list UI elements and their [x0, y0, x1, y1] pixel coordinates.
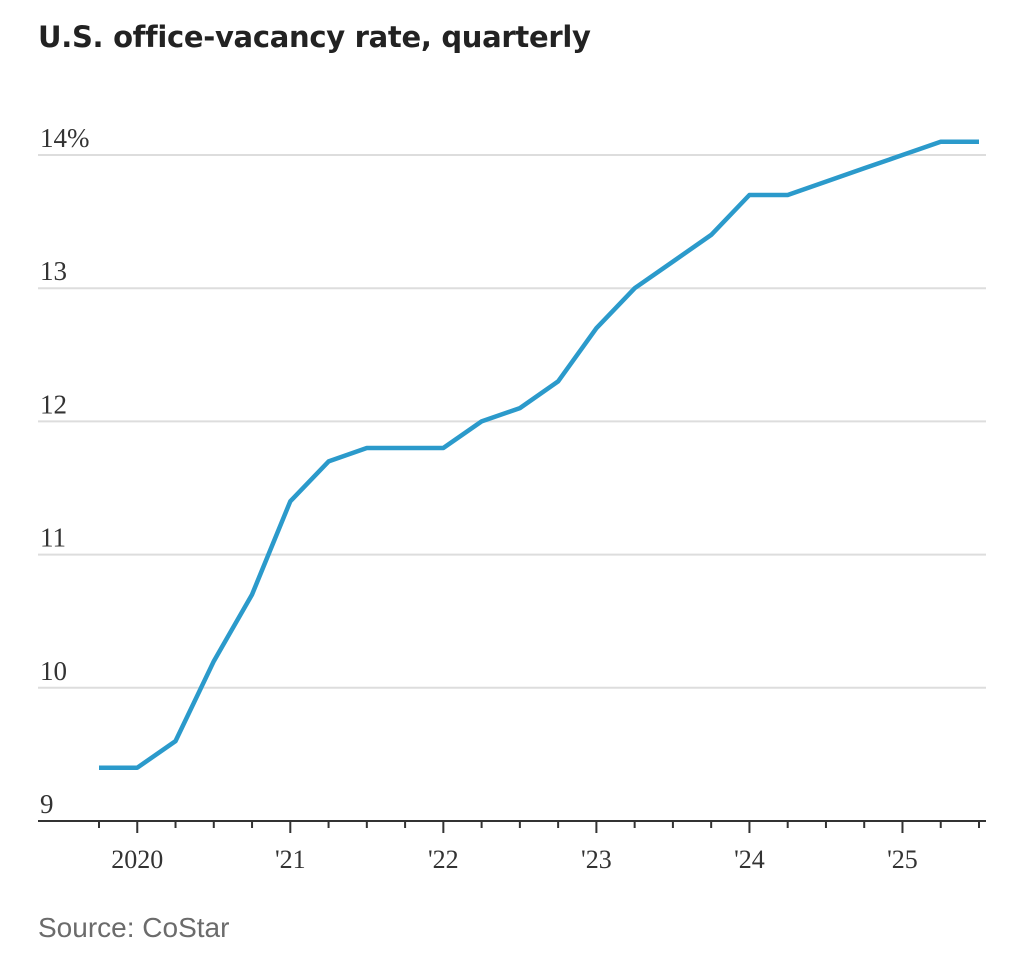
y-tick-label: 11 [40, 523, 66, 553]
x-tick-label: '25 [887, 845, 918, 874]
grid-lines [38, 154, 986, 689]
source-note: Source: CoStar [38, 912, 230, 943]
vacancy-rate-line [99, 139, 979, 770]
y-tick-label: 12 [40, 389, 67, 419]
y-tick-label: 14% [40, 123, 90, 153]
x-tick-label: '23 [581, 845, 612, 874]
y-tick-label: 10 [40, 656, 67, 686]
series-layer [99, 139, 979, 770]
y-axis-ticks: 14% 13 12 11 10 9 [40, 123, 90, 819]
y-tick-label: 13 [40, 256, 67, 286]
x-axis: 2020 '21 '22 '23 '24 '25 [38, 820, 986, 874]
y-tick-label: 9 [40, 789, 54, 819]
x-tick-label: '24 [734, 845, 765, 874]
x-tick-label: '21 [275, 845, 306, 874]
x-tick-label: '22 [428, 845, 459, 874]
x-tick-label: 2020 [111, 845, 163, 874]
chart-title: U.S. office-vacancy rate, quarterly [38, 20, 591, 54]
